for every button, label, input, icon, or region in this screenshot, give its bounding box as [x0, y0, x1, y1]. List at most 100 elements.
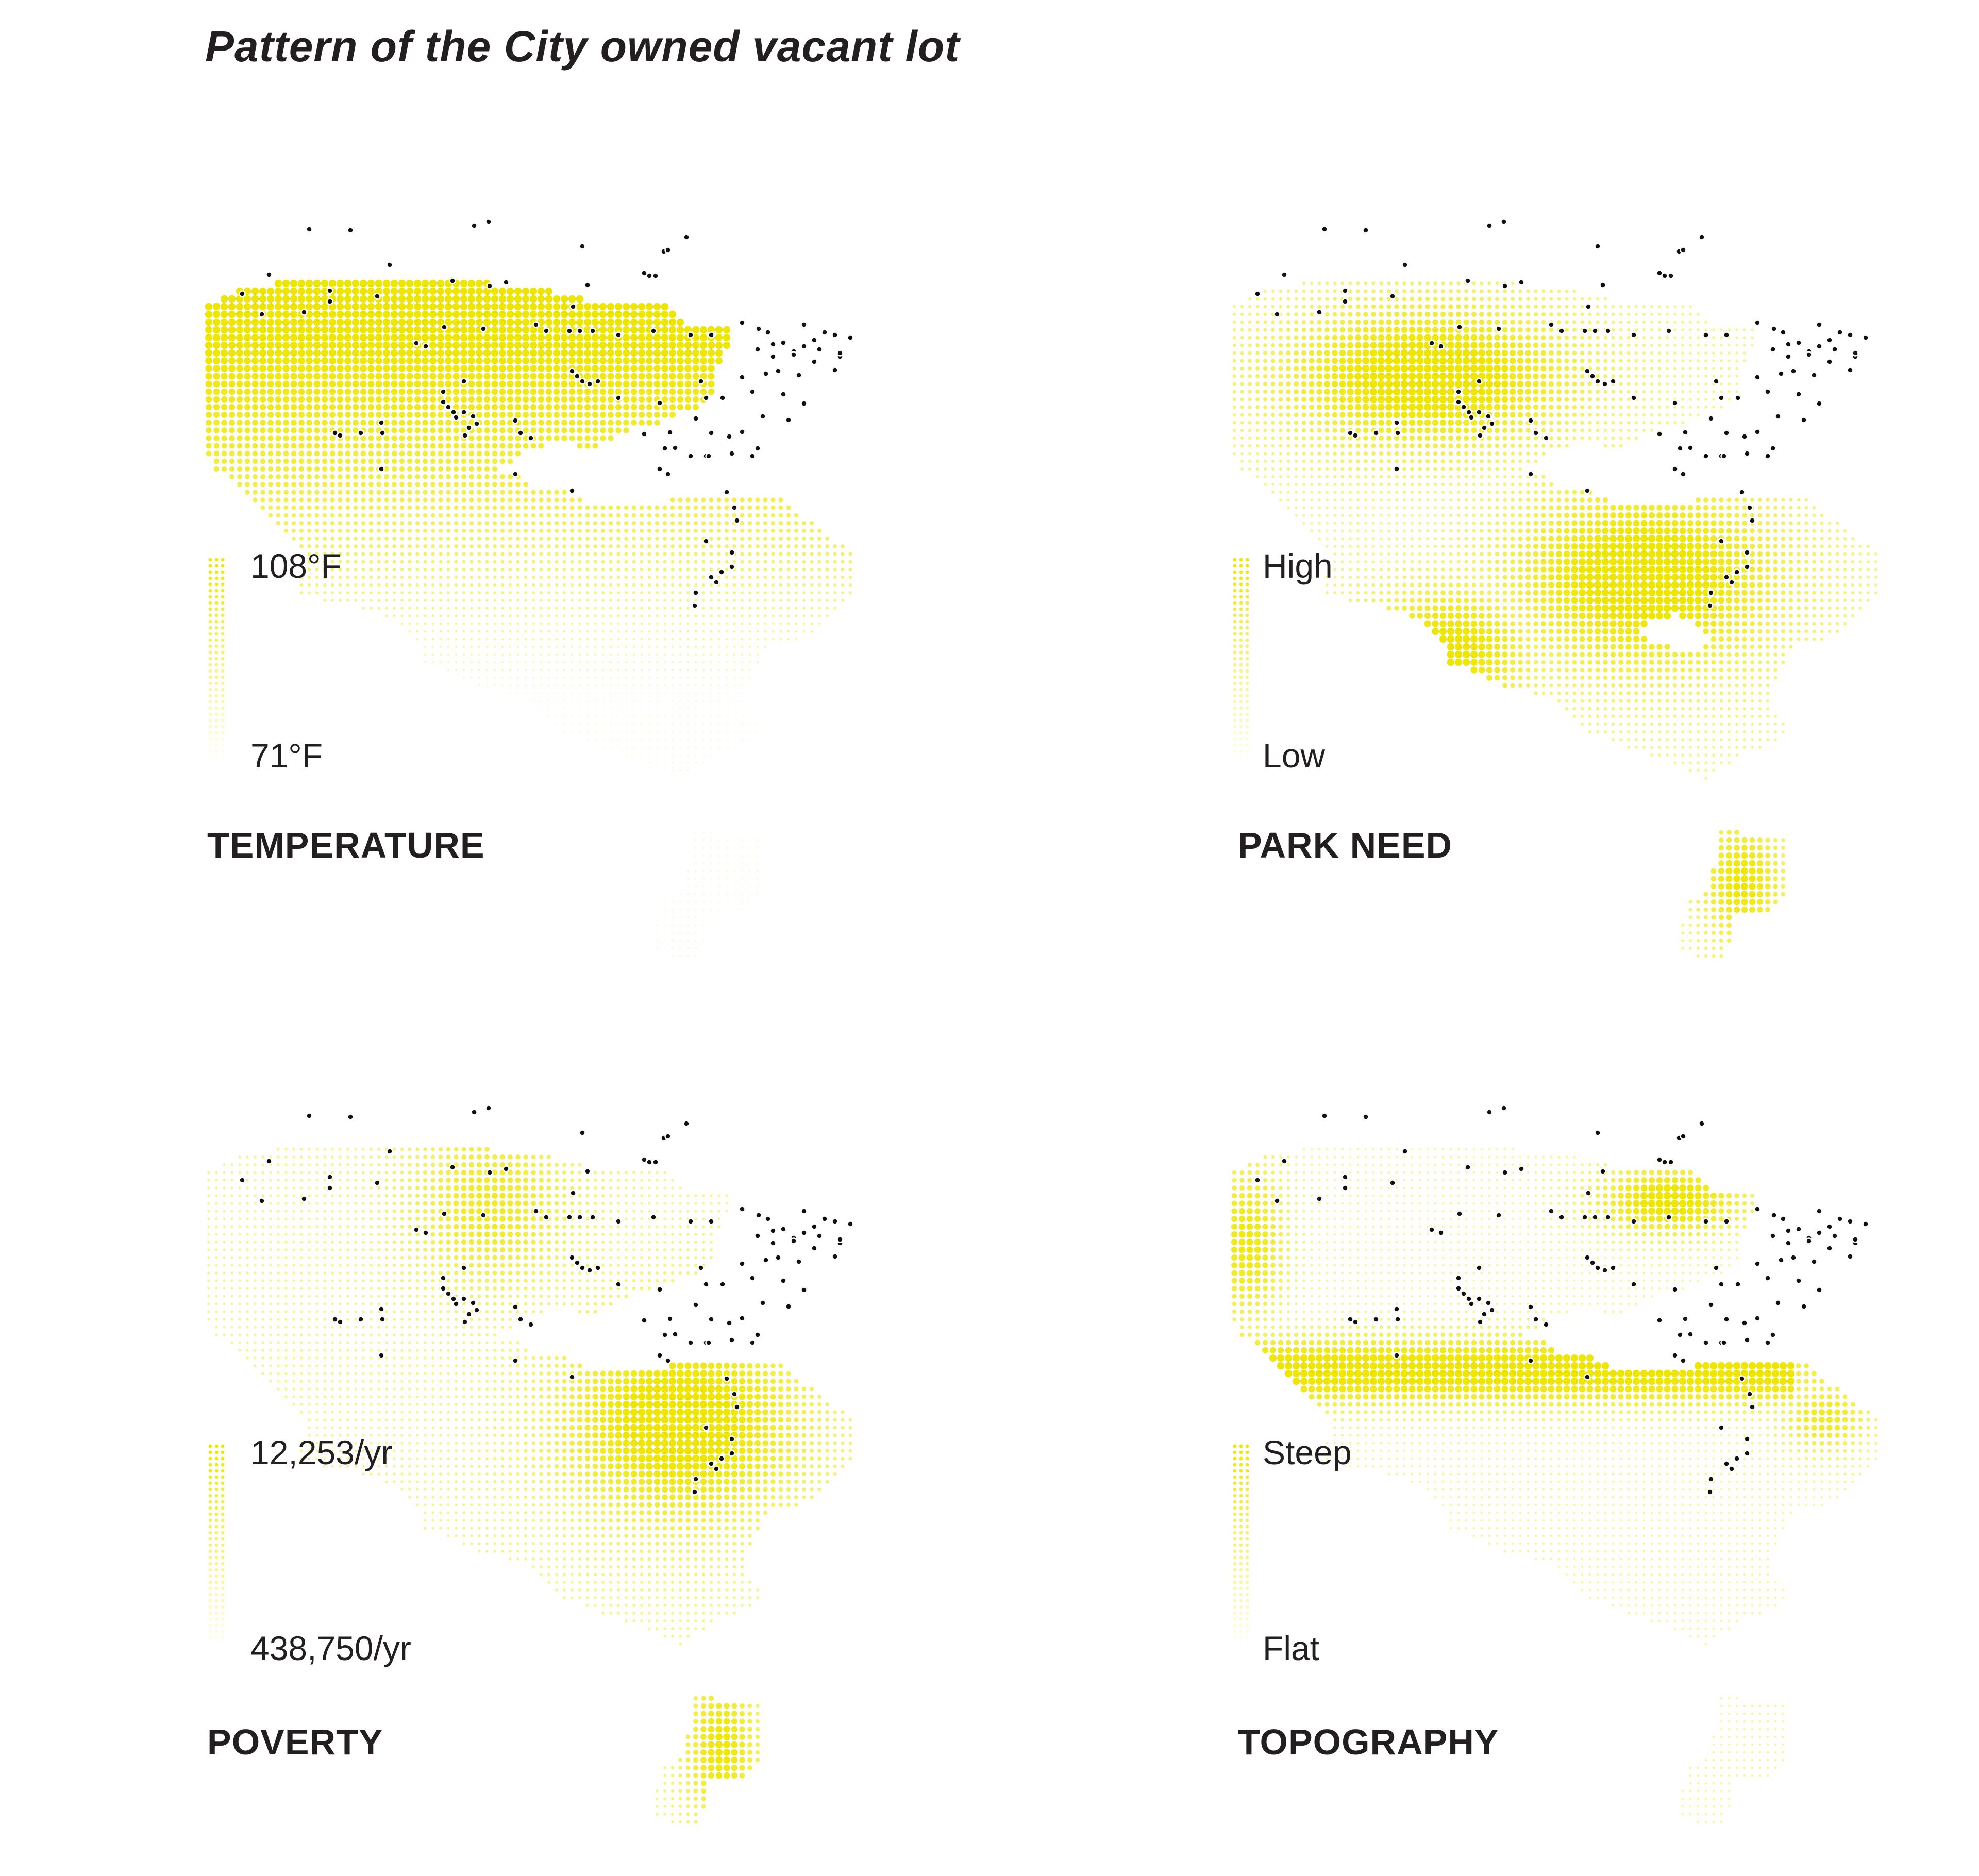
- vacant-lot-marker-icon: [1481, 424, 1488, 431]
- vacant-lot-marker-icon: [1527, 1303, 1534, 1311]
- poverty-map-panel: 12,253/yr 438,750/yr POVERTY: [0, 1000, 979, 1876]
- vacant-lot-marker-icon: [1734, 394, 1741, 401]
- vacant-lot-marker-icon: [1862, 334, 1869, 341]
- vacant-lot-marker-icon: [1437, 343, 1445, 350]
- vacant-lot-marker-icon: [1601, 380, 1608, 388]
- vacant-lot-marker-icon: [1718, 394, 1725, 401]
- vacant-lot-marker-icon: [811, 337, 818, 344]
- vacant-lot-marker-icon: [586, 1267, 593, 1274]
- vacant-lot-marker-icon: [1680, 1133, 1687, 1140]
- vacant-lot-marker-icon: [1591, 1214, 1599, 1221]
- park-need-map: [1232, 218, 1877, 958]
- vacant-lot-marker-icon: [1852, 349, 1859, 357]
- vacant-lot-marker-icon: [485, 218, 492, 225]
- vacant-lot-marker-icon: [1800, 416, 1807, 424]
- vacant-lot-marker-icon: [1389, 1179, 1396, 1186]
- vacant-lot-marker-icon: [1718, 538, 1725, 545]
- vacant-lot-marker-icon: [1723, 429, 1730, 437]
- vacant-lot-marker-icon: [1769, 1331, 1776, 1338]
- vacant-lot-marker-icon: [1341, 298, 1349, 305]
- vacant-lot-marker-icon: [728, 563, 735, 571]
- vacant-lot-marker-icon: [800, 343, 808, 350]
- vacant-lot-marker-icon: [1728, 579, 1735, 586]
- vacant-lot-marker-icon: [754, 346, 761, 353]
- vacant-lot-marker-icon: [576, 327, 583, 334]
- vacant-lot-marker-icon: [543, 327, 550, 334]
- vacant-lot-marker-icon: [386, 1148, 393, 1155]
- temperature-map: [205, 218, 854, 957]
- vacant-lot-marker-icon: [1501, 282, 1508, 290]
- vacant-lot-marker-icon: [1743, 1336, 1751, 1344]
- vacant-lot-marker-icon: [300, 1195, 308, 1202]
- vacant-lot-marker-icon: [1661, 272, 1668, 279]
- vacant-lot-marker-icon: [780, 339, 787, 346]
- vacant-lot-marker-icon: [1393, 465, 1400, 473]
- vacant-lot-marker-icon: [769, 1239, 777, 1247]
- vacant-lot-marker-icon: [1428, 1226, 1435, 1233]
- temperature-map-panel: 108°F 71°F TEMPERATURE: [0, 134, 979, 1010]
- vacant-lot-marker-icon: [449, 277, 456, 284]
- vacant-lot-marker-icon: [1702, 331, 1709, 339]
- vacant-lot-marker-icon: [1754, 428, 1761, 435]
- vacant-lot-marker-icon: [739, 319, 746, 326]
- vacant-lot-marker-icon: [586, 380, 593, 388]
- vacant-lot-marker-icon: [641, 1317, 648, 1324]
- vacant-lot-marker-icon: [816, 1232, 823, 1239]
- vacant-lot-marker-icon: [661, 1331, 668, 1338]
- vacant-lot-marker-icon: [1594, 378, 1601, 385]
- vacant-lot-marker-icon: [687, 1339, 694, 1346]
- vacant-lot-marker-icon: [664, 246, 672, 254]
- vacant-lot-marker-icon: [718, 568, 725, 576]
- vacant-lot-marker-icon: [1713, 1264, 1720, 1271]
- vacant-lot-marker-icon: [697, 1264, 705, 1271]
- temperature-legend-scale: [207, 557, 227, 758]
- map-dot-grid: [205, 279, 852, 957]
- vacant-lot-marker-icon: [615, 331, 622, 339]
- vacant-lot-marker-icon: [1485, 1299, 1492, 1306]
- vacant-lot-marker-icon: [527, 434, 534, 442]
- vacant-lot-marker-icon: [465, 1311, 473, 1318]
- vacant-lot-marker-icon: [1501, 1169, 1508, 1176]
- vacant-lot-marker-icon: [1728, 1465, 1735, 1472]
- vacant-lot-marker-icon: [739, 1205, 746, 1213]
- vacant-lot-marker-icon: [1460, 404, 1467, 411]
- vacant-lot-marker-icon: [1456, 1210, 1463, 1217]
- vacant-lot-marker-icon: [374, 293, 381, 300]
- vacant-lot-marker-icon: [1769, 1232, 1776, 1239]
- park-need-map-panel: High Low PARK NEED: [1026, 134, 1979, 1010]
- vacant-lot-marker-icon: [449, 1164, 456, 1171]
- vacant-lot-marker-icon: [1455, 1275, 1462, 1282]
- vacant-lot-marker-icon: [579, 1264, 586, 1271]
- vacant-lot-marker-icon: [1584, 487, 1591, 494]
- vacant-lot-marker-icon: [1754, 1205, 1761, 1213]
- vacant-lot-marker-icon: [1558, 327, 1565, 334]
- vacant-lot-marker-icon: [719, 394, 726, 401]
- vacant-lot-marker-icon: [723, 489, 730, 496]
- vacant-lot-marker-icon: [1665, 327, 1672, 334]
- vacant-lot-markers: [1254, 1104, 1869, 1496]
- vacant-lot-marker-icon: [739, 374, 746, 381]
- vacant-lot-marker-icon: [790, 351, 797, 358]
- vacant-lot-marker-icon: [569, 1190, 577, 1197]
- vacant-lot-marker-icon: [1500, 1104, 1507, 1112]
- vacant-lot-marker-icon: [780, 1277, 787, 1284]
- vacant-lot-marker-icon: [1680, 1357, 1687, 1364]
- vacant-lot-marker-icon: [1584, 367, 1591, 375]
- vacant-lot-marker-icon: [1594, 243, 1601, 250]
- vacant-lot-marker-icon: [728, 450, 735, 457]
- vacant-lot-marker-icon: [1630, 394, 1637, 401]
- vacant-lot-marker-icon: [1749, 517, 1756, 524]
- vacant-lot-marker-icon: [460, 378, 467, 385]
- vacant-lot-marker-icon: [1401, 1148, 1408, 1155]
- vacant-lot-marker-icon: [1667, 1159, 1674, 1166]
- vacant-lot-marker-icon: [378, 419, 385, 426]
- vacant-lot-marker-icon: [1805, 351, 1813, 358]
- vacant-lot-marker-icon: [615, 394, 622, 401]
- vacant-lot-marker-icon: [1847, 366, 1854, 374]
- vacant-lot-marker-icon: [769, 341, 777, 348]
- vacant-lot-marker-icon: [769, 1227, 777, 1234]
- vacant-lot-marker-icon: [452, 1300, 460, 1308]
- vacant-lot-marker-icon: [1477, 432, 1484, 439]
- vacant-lot-marker-icon: [584, 281, 591, 289]
- vacant-lot-marker-icon: [755, 325, 762, 332]
